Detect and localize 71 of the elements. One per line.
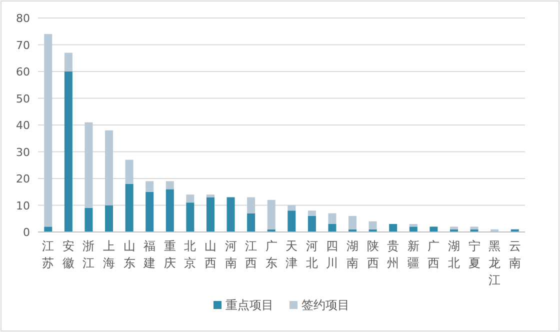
legend-label: 重点项目: [226, 298, 274, 312]
bar: [430, 226, 438, 232]
bar: [64, 72, 72, 232]
bar: [84, 208, 93, 232]
bar: [389, 224, 398, 232]
bar: [308, 216, 316, 232]
bar: [450, 226, 458, 230]
bar: [409, 224, 418, 227]
y-tick-label: 70: [16, 38, 30, 52]
bar: [247, 197, 256, 214]
x-tick-label: 四川: [326, 239, 338, 270]
x-tick-label: 宁夏: [468, 239, 480, 270]
x-tick-label: 湖南: [346, 239, 359, 270]
x-tick-label: 黑龙江: [488, 239, 501, 287]
bar: [105, 130, 114, 206]
bar: [146, 181, 154, 192]
bar: [105, 205, 114, 232]
x-tick-label: 广东: [265, 239, 278, 270]
x-tick-label: 福建: [142, 239, 156, 270]
bar: [328, 213, 336, 224]
y-tick-label: 60: [16, 66, 30, 78]
x-tick-label: 贵州: [387, 239, 400, 270]
bar: [206, 197, 214, 232]
x-tick-label: 新疆: [407, 239, 420, 270]
bar: [44, 34, 52, 227]
bar: [288, 205, 296, 211]
x-tick-label: 湖北: [448, 239, 460, 270]
bar: [84, 122, 93, 208]
bar: [308, 210, 316, 216]
x-tick-label: 天津: [286, 239, 298, 270]
bar: [64, 52, 72, 72]
bar: [166, 189, 174, 232]
bar: [146, 192, 154, 232]
y-tick-label: 10: [16, 199, 30, 212]
bar: [348, 216, 357, 230]
x-tick-label: 江苏: [42, 239, 54, 270]
y-tick-label: 20: [16, 172, 30, 186]
x-tick-label: 上海: [103, 239, 116, 270]
y-tick-label: 30: [16, 146, 30, 159]
bar: [44, 226, 52, 232]
x-tick-label: 河北: [306, 239, 318, 270]
y-tick-label: 0: [23, 226, 30, 239]
x-tick-label: 重庆: [164, 239, 176, 270]
x-tick-label: 广西: [428, 239, 440, 270]
bar: [328, 224, 336, 232]
bar: [125, 160, 134, 184]
bar: [267, 200, 276, 230]
bar: [368, 221, 377, 230]
bar: [186, 194, 194, 203]
x-tick-label: 江西: [245, 239, 258, 270]
bar: [125, 184, 134, 232]
y-tick-label: 80: [16, 12, 30, 25]
x-tick-label: 河南: [224, 239, 237, 270]
bar: [186, 202, 194, 232]
bar: [409, 226, 418, 232]
bar: [226, 197, 235, 232]
y-tick-label: 40: [16, 119, 30, 132]
bar: [247, 213, 256, 232]
x-tick-label: 安徽: [62, 239, 74, 270]
x-tick-label: 山西: [204, 239, 216, 270]
bar: [206, 194, 214, 198]
bar: [166, 181, 174, 190]
legend-label: 签约项目: [302, 298, 350, 312]
bar: [288, 210, 296, 232]
bar: [470, 226, 478, 230]
x-tick-label: 浙江: [82, 239, 95, 270]
y-tick-label: 50: [16, 92, 30, 106]
x-tick-label: 山东: [123, 239, 136, 270]
x-tick-label: 陕西: [366, 239, 379, 270]
x-tick-label: 云南: [508, 239, 521, 270]
x-tick-label: 北京: [184, 239, 196, 270]
